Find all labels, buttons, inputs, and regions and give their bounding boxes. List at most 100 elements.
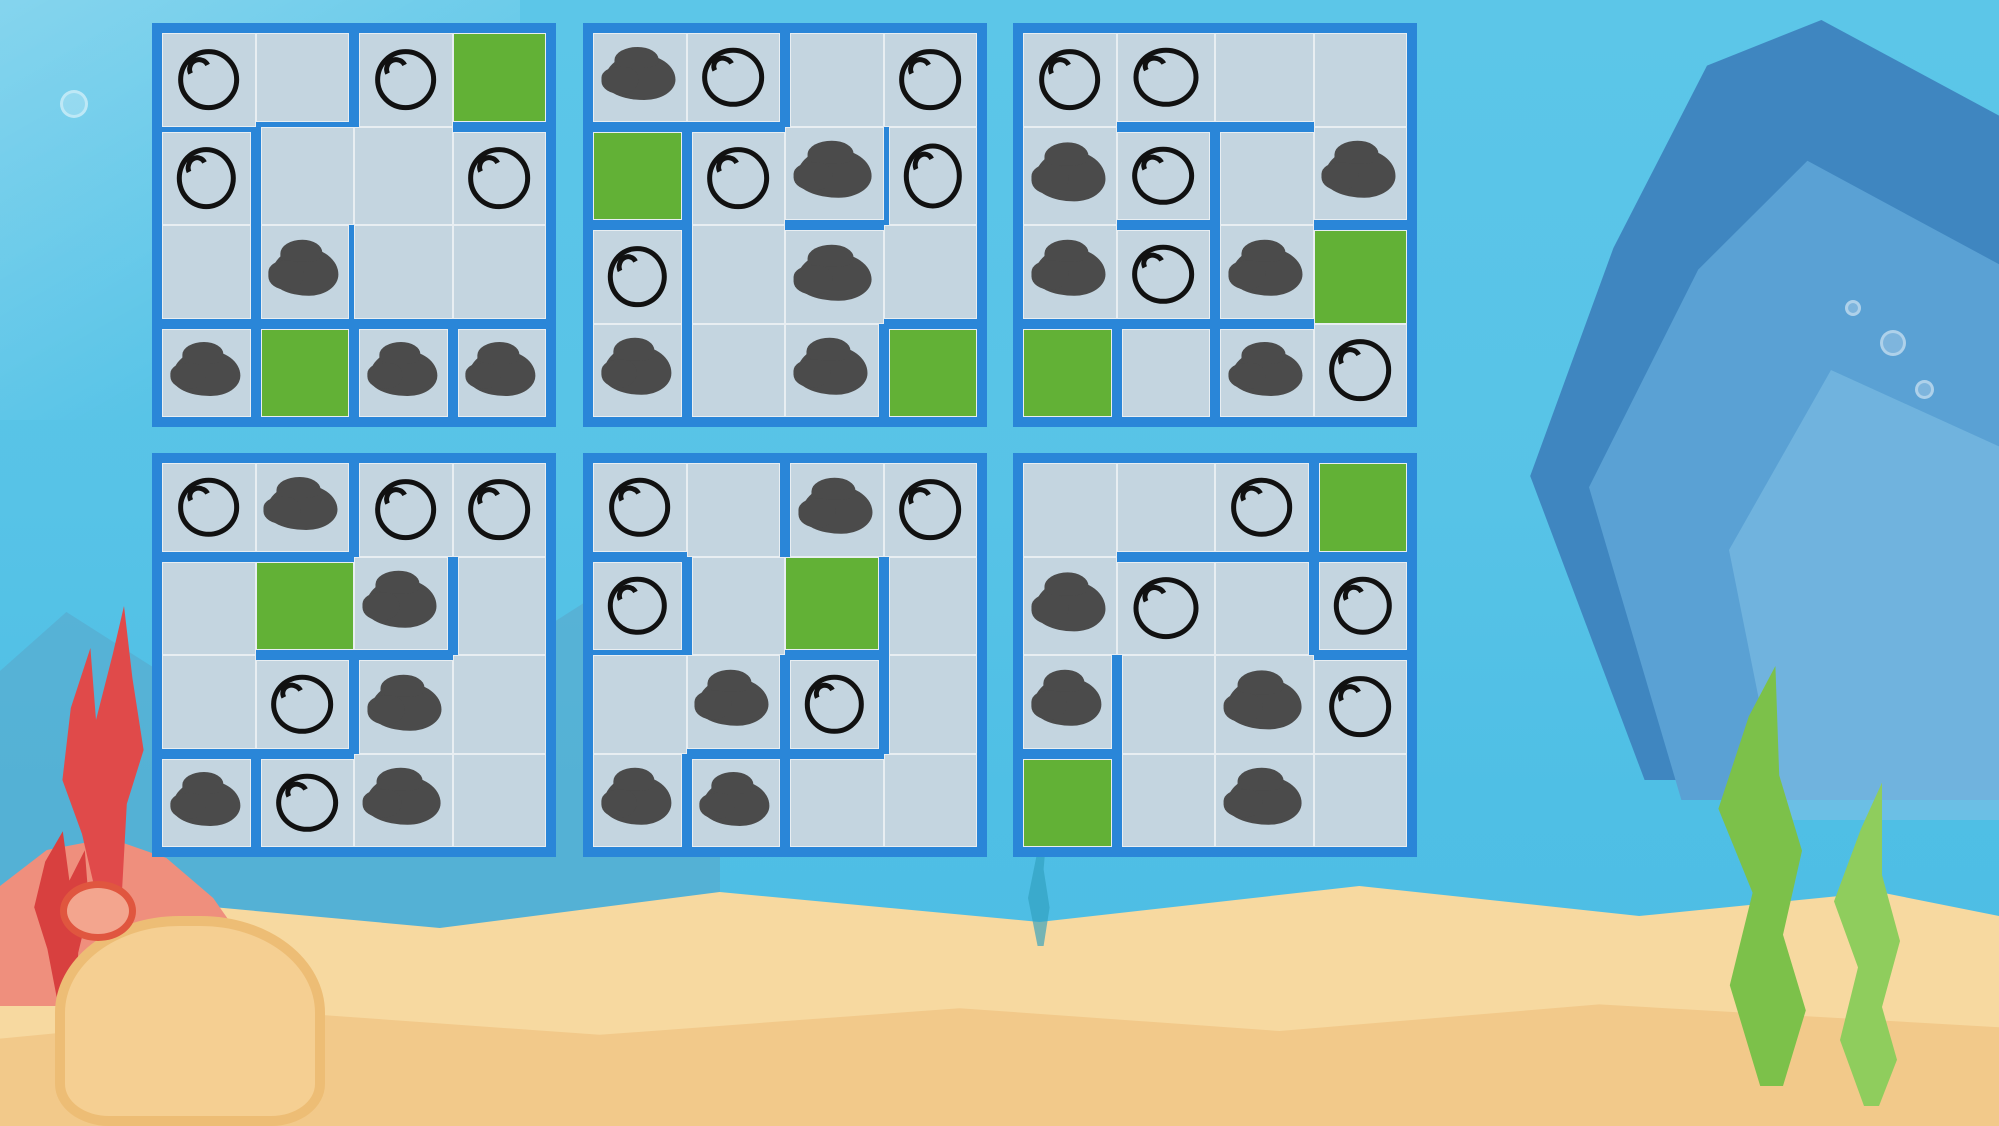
cell-r4-c2-empty[interactable] [1116, 753, 1215, 852]
cell-r1-c2-rock[interactable] [255, 458, 354, 557]
cell-r1-c2-empty[interactable] [255, 28, 354, 127]
cell-r2-c3-empty[interactable] [1215, 556, 1314, 655]
cell-r4-c1-rock[interactable] [588, 753, 687, 852]
cell-r4-c4-empty[interactable] [1313, 753, 1412, 852]
cell-r2-c3-rock[interactable] [354, 556, 453, 655]
cell-r4-c1-rock[interactable] [588, 323, 687, 422]
cell-r1-c3-empty[interactable] [1215, 28, 1314, 127]
cell-r3-c3-rock[interactable] [1215, 225, 1314, 324]
cell-r1-c1-rock[interactable] [588, 28, 687, 127]
cell-r1-c4-bubble[interactable] [883, 28, 982, 127]
cell-r3-c2-bubble[interactable] [1116, 225, 1215, 324]
bubble-icon [1329, 339, 1392, 402]
cell-r1-c1-bubble[interactable] [157, 458, 256, 557]
cell-r2-c1-bubble[interactable] [588, 556, 687, 655]
cell-r2-c3-rock[interactable] [785, 126, 884, 225]
cell-r2-c2-bubble[interactable] [1116, 126, 1215, 225]
cell-r2-c3-empty[interactable] [1215, 126, 1314, 225]
cell-r1-c3-bubble[interactable] [354, 28, 453, 127]
cell-r3-c1-bubble[interactable] [588, 225, 687, 324]
cell-r3-c2-empty[interactable] [686, 225, 785, 324]
cell-r4-c2-green[interactable] [255, 323, 354, 422]
cell-r4-c2-empty[interactable] [686, 323, 785, 422]
cell-r4-c2-bubble[interactable] [255, 753, 354, 852]
cell-r4-c2-empty[interactable] [1116, 323, 1215, 422]
cell-r1-c3-bubble[interactable] [1215, 458, 1314, 557]
cell-r2-c1-rock[interactable] [1018, 126, 1117, 225]
cell-r1-c2-empty[interactable] [686, 458, 785, 557]
cell-r3-c1-empty[interactable] [157, 225, 256, 324]
cell-r1-c1-bubble[interactable] [588, 458, 687, 557]
cell-r3-c4-green[interactable] [1313, 225, 1412, 324]
cell-r3-c4-empty[interactable] [883, 655, 982, 754]
cell-r1-c4-green[interactable] [452, 28, 551, 127]
cell-r2-c1-green[interactable] [588, 126, 687, 225]
cell-r4-c1-green[interactable] [1018, 323, 1117, 422]
cell-r2-c4-empty[interactable] [883, 556, 982, 655]
cell-r3-c1-empty[interactable] [157, 655, 256, 754]
cell-r2-c4-empty[interactable] [452, 556, 551, 655]
cell-r2-c2-empty[interactable] [255, 126, 354, 225]
cell-r1-c3-rock[interactable] [785, 458, 884, 557]
cell-r1-c1-bubble[interactable] [1018, 28, 1117, 127]
cell-r4-c3-rock[interactable] [785, 323, 884, 422]
cell-r2-c2-green[interactable] [255, 556, 354, 655]
cell-r2-c4-bubble[interactable] [452, 126, 551, 225]
bubble-icon [903, 143, 962, 209]
cell-r3-c3-bubble[interactable] [785, 655, 884, 754]
cell-r3-c4-empty[interactable] [452, 225, 551, 324]
cell-r3-c2-empty[interactable] [1116, 655, 1215, 754]
rock-icon [699, 772, 770, 826]
cell-r3-c4-empty[interactable] [452, 655, 551, 754]
cell-r4-c1-green[interactable] [1018, 753, 1117, 852]
cell-r2-c1-bubble[interactable] [157, 126, 256, 225]
cell-r3-c1-empty[interactable] [588, 655, 687, 754]
cell-r2-c4-bubble[interactable] [883, 126, 982, 225]
cell-r3-c2-bubble[interactable] [255, 655, 354, 754]
cell-r4-c1-rock[interactable] [157, 753, 256, 852]
cell-r2-c2-empty[interactable] [686, 556, 785, 655]
cell-r3-c1-rock[interactable] [1018, 225, 1117, 324]
cell-r1-c1-bubble[interactable] [157, 28, 256, 127]
cell-r2-c2-bubble[interactable] [1116, 556, 1215, 655]
cell-r1-c2-bubble[interactable] [686, 28, 785, 127]
cell-r4-c4-bubble[interactable] [1313, 323, 1412, 422]
cell-r3-c3-rock[interactable] [354, 655, 453, 754]
cell-r1-c3-empty[interactable] [785, 28, 884, 127]
cell-r2-c1-empty[interactable] [157, 556, 256, 655]
cell-r3-c3-empty[interactable] [354, 225, 453, 324]
cell-r1-c4-empty[interactable] [1313, 28, 1412, 127]
cell-r3-c2-rock[interactable] [686, 655, 785, 754]
cell-r3-c2-rock[interactable] [255, 225, 354, 324]
cell-r3-c4-empty[interactable] [883, 225, 982, 324]
cell-r4-c4-empty[interactable] [452, 753, 551, 852]
cell-r1-c3-bubble[interactable] [354, 458, 453, 557]
cell-r4-c1-rock[interactable] [157, 323, 256, 422]
cell-r1-c4-bubble[interactable] [452, 458, 551, 557]
cell-r4-c2-rock[interactable] [686, 753, 785, 852]
cell-r2-c1-rock[interactable] [1018, 556, 1117, 655]
cell-r3-c1-rock[interactable] [1018, 655, 1117, 754]
cell-r2-c4-rock[interactable] [1313, 126, 1412, 225]
cell-r2-c3-empty[interactable] [354, 126, 453, 225]
bubble-icon [271, 675, 334, 734]
cell-r2-c2-bubble[interactable] [686, 126, 785, 225]
cell-r4-c3-rock[interactable] [1215, 753, 1314, 852]
cell-r1-c4-green[interactable] [1313, 458, 1412, 557]
cell-r4-c3-empty[interactable] [785, 753, 884, 852]
cell-r2-c4-bubble[interactable] [1313, 556, 1412, 655]
cell-r2-c3-green[interactable] [785, 556, 884, 655]
cell-r1-c4-bubble[interactable] [883, 458, 982, 557]
cell-r4-c3-rock[interactable] [354, 323, 453, 422]
cell-r3-c3-rock[interactable] [785, 225, 884, 324]
cell-r1-c2-empty[interactable] [1116, 458, 1215, 557]
cell-r1-c2-bubble[interactable] [1116, 28, 1215, 127]
cell-r4-c4-empty[interactable] [883, 753, 982, 852]
cell-r4-c4-green[interactable] [883, 323, 982, 422]
cell-r3-c4-bubble[interactable] [1313, 655, 1412, 754]
cell-r4-c3-rock[interactable] [1215, 323, 1314, 422]
cell-r4-c3-rock[interactable] [354, 753, 453, 852]
cell-r4-c4-rock[interactable] [452, 323, 551, 422]
cell-r3-c3-rock[interactable] [1215, 655, 1314, 754]
cell-r1-c1-empty[interactable] [1018, 458, 1117, 557]
